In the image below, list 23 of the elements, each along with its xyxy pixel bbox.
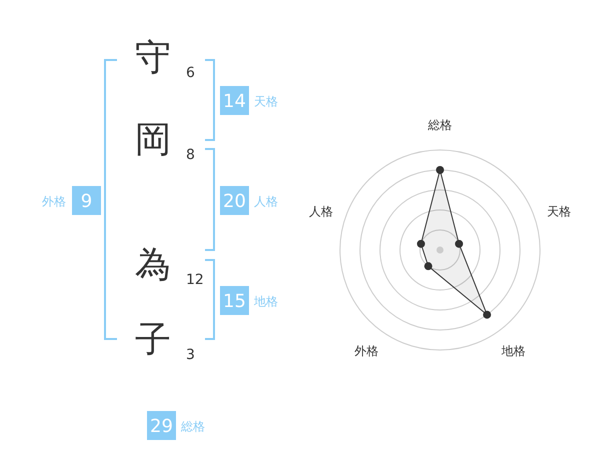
spoke-label: 人格 (309, 204, 334, 218)
data-label: 8 (186, 147, 195, 163)
text: 14 (223, 91, 246, 112)
data-label: 3 (186, 347, 195, 363)
text: 地格 (253, 294, 278, 308)
text: 人格 (254, 194, 278, 208)
text: 15 (223, 291, 246, 312)
spoke-label: 天格 (546, 204, 571, 218)
spoke-label: 総格 (427, 118, 452, 132)
category-label: 子 (135, 320, 171, 360)
data-label: 6 (186, 65, 195, 81)
text: 総格 (180, 420, 205, 434)
category-label: 岡 (135, 120, 171, 160)
data-label: 12 (186, 272, 204, 288)
text: 天格 (254, 94, 278, 108)
category-label: 為 (135, 244, 171, 286)
spoke-label: 外格 (354, 344, 379, 358)
category-label: 守 (135, 38, 171, 78)
text: 9 (80, 191, 92, 212)
text: 20 (223, 191, 246, 212)
text: 29 (150, 416, 173, 437)
spoke-label: 地格 (500, 344, 526, 358)
text: 外格 (42, 194, 66, 208)
